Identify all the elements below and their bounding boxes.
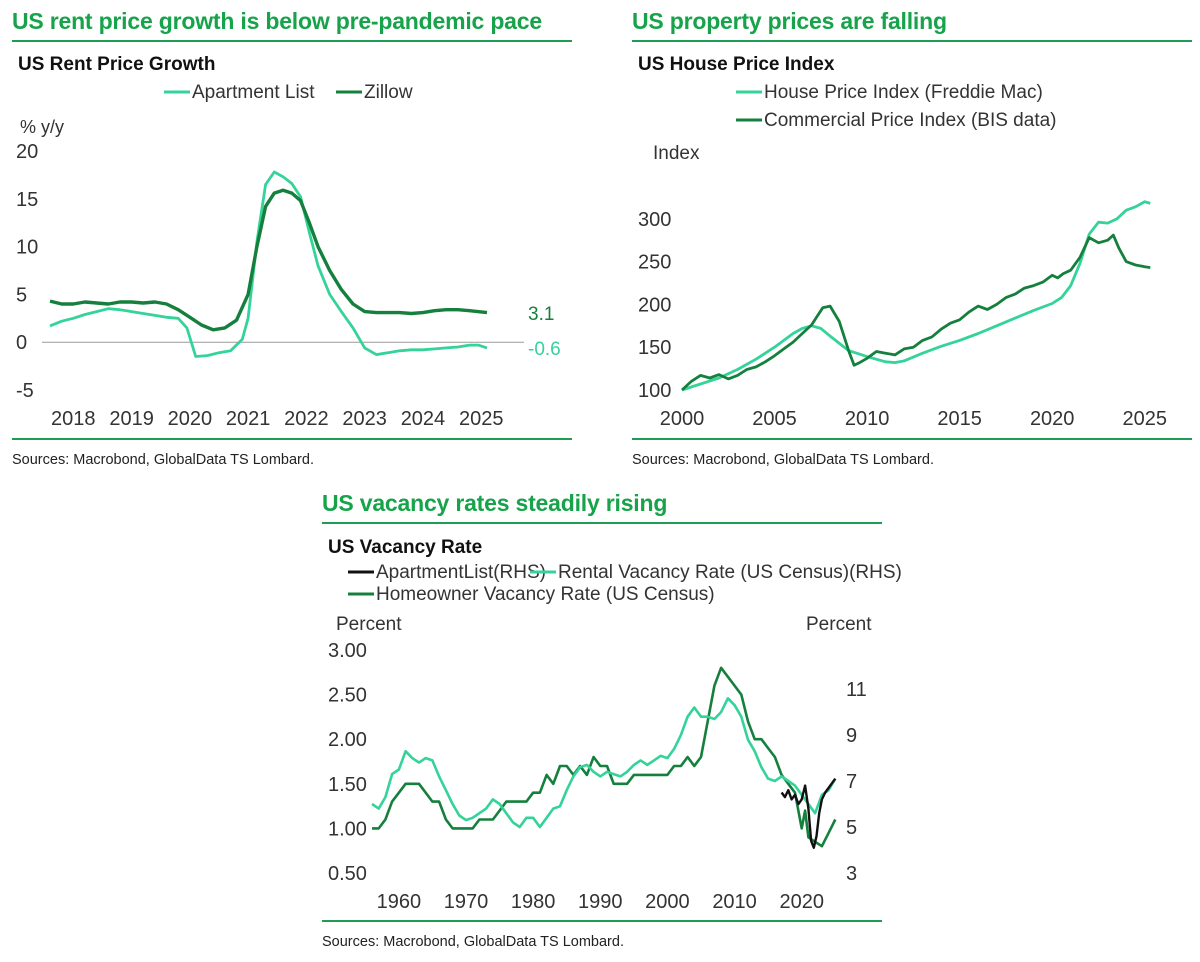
rent-source: Sources: Macrobond, GlobalData TS Lombar…	[12, 452, 314, 468]
rent-chart-title: US Rent Price Growth	[18, 54, 216, 75]
vacancy-x-tick-1990: 1990	[578, 891, 623, 913]
rent-x-tick-2022: 2022	[284, 408, 329, 430]
house-x-tick-2020: 2020	[1030, 408, 1075, 430]
rent-y-tick-20: 20	[16, 141, 38, 163]
rent-y-tick-0: 0	[16, 332, 27, 354]
rent-y-tick-neg5: -5	[16, 380, 34, 402]
vacancy-left-tick-0-50: 0.50	[328, 863, 367, 885]
house-y-tick-200: 200	[638, 294, 671, 316]
rent-end-label-apartment-list: -0.6	[528, 339, 561, 360]
house-y-tick-300: 300	[638, 209, 671, 231]
rent-x-tick-2023: 2023	[342, 408, 387, 430]
rent-y-tick-15: 15	[16, 189, 38, 211]
vacancy-source: Sources: Macrobond, GlobalData TS Lombar…	[322, 934, 624, 950]
rent-legend-apartment-list-label: Apartment List	[192, 82, 315, 103]
house-x-tick-2000: 2000	[660, 408, 705, 430]
vacancy-left-tick-1-50: 1.50	[328, 774, 367, 796]
house-x-tick-2015: 2015	[937, 408, 982, 430]
vacancy-series-homeowner	[372, 666, 837, 848]
rent-bottom-rule	[12, 438, 572, 440]
house-bottom-rule	[632, 438, 1192, 440]
vacancy-chart: ApartmentList(RHS) Rental Vacancy Rate (U…	[328, 562, 902, 913]
vacancy-bottom-rule	[322, 920, 882, 922]
house-chart-title: US House Price Index	[638, 54, 835, 75]
house-y-tick-250: 250	[638, 252, 671, 274]
house-heading: US property prices are falling	[632, 8, 947, 34]
house-source: Sources: Macrobond, GlobalData TS Lombar…	[632, 452, 934, 468]
house-series-commercial	[681, 233, 1151, 392]
vacancy-right-tick-3: 3	[846, 863, 857, 885]
rent-legend-zillow-label: Zillow	[364, 82, 413, 103]
vacancy-left-tick-1-00: 1.00	[328, 818, 367, 840]
house-x-tick-2025: 2025	[1122, 408, 1167, 430]
rent-x-tick-2025: 2025	[459, 408, 504, 430]
vacancy-right-axis-label: Percent	[806, 614, 872, 635]
vacancy-left-tick-2-50: 2.50	[328, 685, 367, 707]
vacancy-x-tick-1970: 1970	[444, 891, 489, 913]
vacancy-left-axis-label: Percent	[336, 614, 402, 635]
vacancy-chart-title: US Vacancy Rate	[328, 537, 483, 558]
rent-x-tick-2024: 2024	[401, 408, 446, 430]
house-y-tick-100: 100	[638, 380, 671, 402]
rent-end-label-zillow: 3.1	[528, 304, 554, 325]
vacancy-x-tick-1960: 1960	[377, 891, 422, 913]
house-x-tick-2005: 2005	[752, 408, 797, 430]
rent-y-tick-10: 10	[16, 237, 38, 259]
rent-y-tick-5: 5	[16, 284, 27, 306]
house-heading-rule	[632, 40, 1192, 42]
house-y-tick-150: 150	[638, 337, 671, 359]
rent-series-zillow	[49, 188, 488, 332]
vacancy-heading-rule	[322, 522, 882, 524]
vacancy-right-tick-5: 5	[846, 817, 857, 839]
vacancy-right-tick-11: 11	[846, 679, 867, 701]
vacancy-legend-rental-label: Rental Vacancy Rate (US Census)(RHS)	[558, 562, 902, 583]
vacancy-heading: US vacancy rates steadily rising	[322, 490, 668, 516]
vacancy-left-tick-2-00: 2.00	[328, 729, 367, 751]
rent-x-tick-2021: 2021	[226, 408, 271, 430]
rent-x-tick-2018: 2018	[51, 408, 96, 430]
vacancy-series-apartmentlist	[780, 777, 837, 849]
rent-y-axis-label: % y/y	[20, 117, 64, 137]
vacancy-x-tick-2010: 2010	[712, 891, 757, 913]
house-chart: House Price Index (Freddie Mac) Commercia…	[638, 82, 1167, 430]
vacancy-right-tick-7: 7	[846, 771, 857, 793]
rent-heading-rule	[12, 40, 572, 42]
house-y-axis-label: Index	[653, 143, 700, 164]
house-legend-commercial-label: Commercial Price Index (BIS data)	[764, 110, 1057, 131]
vacancy-legend-homeowner-label: Homeowner Vacancy Rate (US Census)	[376, 584, 715, 605]
vacancy-series-rental	[371, 697, 837, 829]
house-x-tick-2010: 2010	[845, 408, 890, 430]
vacancy-x-tick-2000: 2000	[645, 891, 690, 913]
vacancy-x-tick-2020: 2020	[779, 891, 824, 913]
rent-x-tick-2019: 2019	[109, 408, 154, 430]
rent-chart: Apartment List Zillow % y/y 20 15 10 5 0 -5 2018 2…	[16, 82, 561, 430]
rent-series-apartment-list	[49, 170, 488, 358]
house-series-freddie-mac	[681, 200, 1151, 392]
vacancy-right-tick-9: 9	[846, 725, 857, 747]
vacancy-legend-apartmentlist-label: ApartmentList(RHS)	[376, 562, 546, 583]
rent-heading: US rent price growth is below pre-pandem…	[12, 8, 542, 34]
house-legend-freddie-mac-label: House Price Index (Freddie Mac)	[764, 82, 1043, 103]
vacancy-left-tick-3-00: 3.00	[328, 640, 367, 662]
rent-x-tick-2020: 2020	[168, 408, 213, 430]
vacancy-x-tick-1980: 1980	[511, 891, 555, 913]
